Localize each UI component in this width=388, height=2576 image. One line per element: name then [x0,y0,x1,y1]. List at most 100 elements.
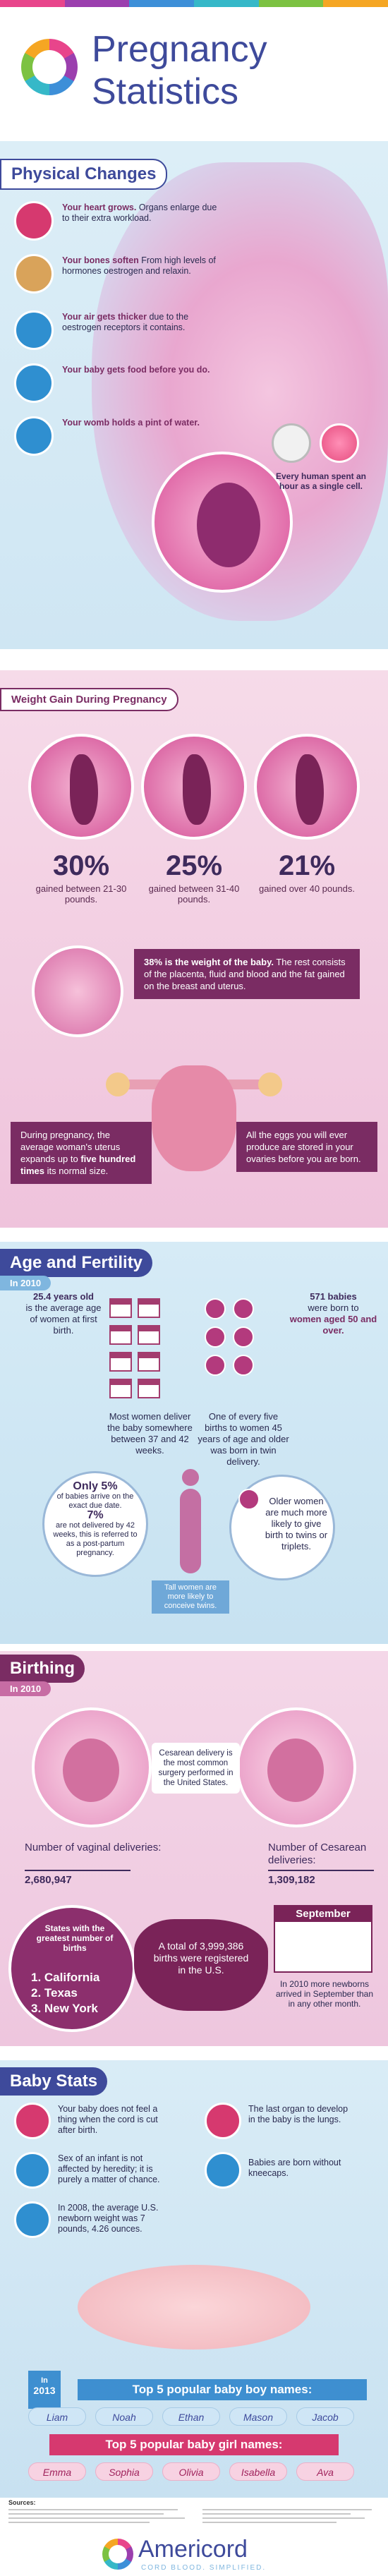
fact-air: Your air gets thicker due to the oestrog… [14,310,226,353]
fact-heart-text: Organs enlarge due to their extra worklo… [62,202,217,223]
calendar-icon [138,1298,160,1318]
lungs-icon [205,2103,241,2139]
vaginal-value: 2,680,947 [25,1874,72,1886]
avg-age-stat: 25.4 years old is the average age of wom… [25,1291,102,1336]
fact-heart-bold: Your heart grows. [62,202,137,212]
dna-icon [14,2152,51,2189]
deliver-weeks-stat: Most women deliver the baby somewhere be… [107,1411,193,1456]
state-3: 3. New York [31,2002,98,2015]
fact-womb-bold: Your womb holds a pint of water. [62,418,200,428]
eggs-stored-box: All the eggs you will ever produce are s… [236,1122,377,1172]
twin-delivery-stat: One of every five births to women 45 yea… [198,1411,289,1467]
pregnant-woman-icon [183,754,211,825]
fetus-circle-illustration [152,452,293,593]
weight-gain-heading: Weight Gain During Pregnancy [0,688,178,711]
fetus-icon [205,1355,226,1376]
single-cell-note: Every human spent an hour as a single ce… [275,471,367,491]
stat-sex: Sex of an infant is not affected by here… [58,2153,160,2184]
heart-icon [14,201,54,241]
page-title-line1: Pregnancy [92,29,267,70]
september-label: September [275,1906,371,1922]
weight-pct-3: 21% [278,850,336,881]
stat-lungs: The last organ to develop in the baby is… [248,2104,348,2124]
fetus-icon [233,1326,254,1348]
us-map-icon [134,1919,268,2011]
uterus-icon [152,1065,236,1171]
fact-air-text: due to the oestrogen receptors it contai… [62,312,189,332]
girl-name-2: Sophia [95,2462,153,2481]
calendar-icon [138,1325,160,1345]
physical-changes-heading: Physical Changes [0,159,168,190]
september-calendar-icon: September [274,1905,372,1973]
stat-weight: In 2008, the average U.S. newborn weight… [58,2203,159,2234]
page-title-line2: Statistics [92,71,239,112]
fetus-icon [205,1326,226,1348]
baby-stats-heading: Baby Stats [0,2067,108,2096]
fact-bones-bold: Your bones soften [62,255,139,265]
scissors-icon [14,2103,51,2139]
twins-icon [238,1489,260,1510]
birthing-heading: Birthing [0,1655,85,1683]
water-drop-icon [14,416,54,456]
leg-icon [205,2152,241,2189]
girl-name-1: Emma [28,2462,86,2481]
baby-icon [14,363,54,403]
due-date-circle [42,1471,148,1577]
calendar-icon [109,1325,132,1345]
brand-tagline: CORD BLOOD. SIMPLIFIED. [141,2564,267,2572]
fetus-icon [267,1739,324,1802]
age-fertility-section [0,1242,388,1644]
girl-name-4: Isabella [229,2462,287,2481]
fact-heart: Your heart grows. Organs enlarge due to … [14,201,226,243]
girl-name-3: Olivia [162,2462,220,2481]
calendar-icon [109,1379,132,1398]
sources-block: Sources: [8,2499,380,2527]
newborn-baby-illustration [78,2265,310,2350]
boy-name-2: Noah [95,2407,153,2426]
boy-names-title: Top 5 popular baby boy names: [78,2379,367,2400]
weight-desc-2: gained between 31-40 pounds. [148,883,240,905]
ovary-right-icon [258,1072,282,1096]
pregnant-woman-icon [70,754,98,825]
age-year-tag: In 2010 [0,1276,51,1290]
weight-circle-1 [28,734,134,840]
ovary-left-icon [106,1072,130,1096]
fact-food: Your baby gets food before you do. [14,363,226,406]
state-2: 2. Texas [31,1986,78,2000]
uterus-illustration [106,1044,282,1221]
baby-weight-bold: 38% is the weight of the baby. [144,957,274,967]
clock-icon [272,423,311,463]
baby-in-womb-circle [32,945,123,1037]
clock-cell-illustration [272,423,363,466]
americord-ring-logo [21,39,78,95]
weight-pct-2: 25% [165,850,223,881]
weight-desc-1: gained between 21-30 pounds. [35,883,127,905]
babies-born-stat: 571 babies were born to women aged 50 an… [289,1291,377,1336]
cesarean-note: Cesarean delivery is the most common sur… [152,1743,240,1794]
stat-cord: Your baby does not feel a thing when the… [58,2104,158,2135]
tall-women-stat: Tall women are more likely to conceive t… [152,1580,229,1614]
states-circle: States with the greatest number of birth… [8,1905,135,2032]
uterus-expands-box: During pregnancy, the average woman's ut… [11,1122,152,1184]
fetus-icon [205,1298,226,1319]
year-2013-tag: In 2013 [28,2371,61,2409]
baby-weight-box: 38% is the weight of the baby. The rest … [134,949,360,999]
boy-name-5: Jacob [296,2407,354,2426]
due-date-stat: Only 5% of babies arrive on the exact du… [53,1480,138,1558]
tall-woman-icon [180,1469,201,1573]
scale-icon [14,2201,51,2238]
cesarean-label: Number of Cesarean deliveries: [268,1842,367,1866]
brand-name: Americord [138,2536,248,2563]
fetus-icon [233,1355,254,1376]
girl-name-5: Ava [296,2462,354,2481]
weight-circle-3 [254,734,360,840]
older-women-stat: Older women are much more likely to give… [265,1496,328,1552]
weight-desc-3: gained over 40 pounds. [259,883,355,894]
fetus-icon [197,483,260,567]
bone-icon [14,254,54,294]
cesarean-birth-circle [236,1707,356,1827]
fact-food-bold: Your baby gets food before you do. [62,365,210,375]
calendar-icon [138,1352,160,1372]
baby-weight-text: The rest consists of the placenta, fluid… [144,957,346,991]
